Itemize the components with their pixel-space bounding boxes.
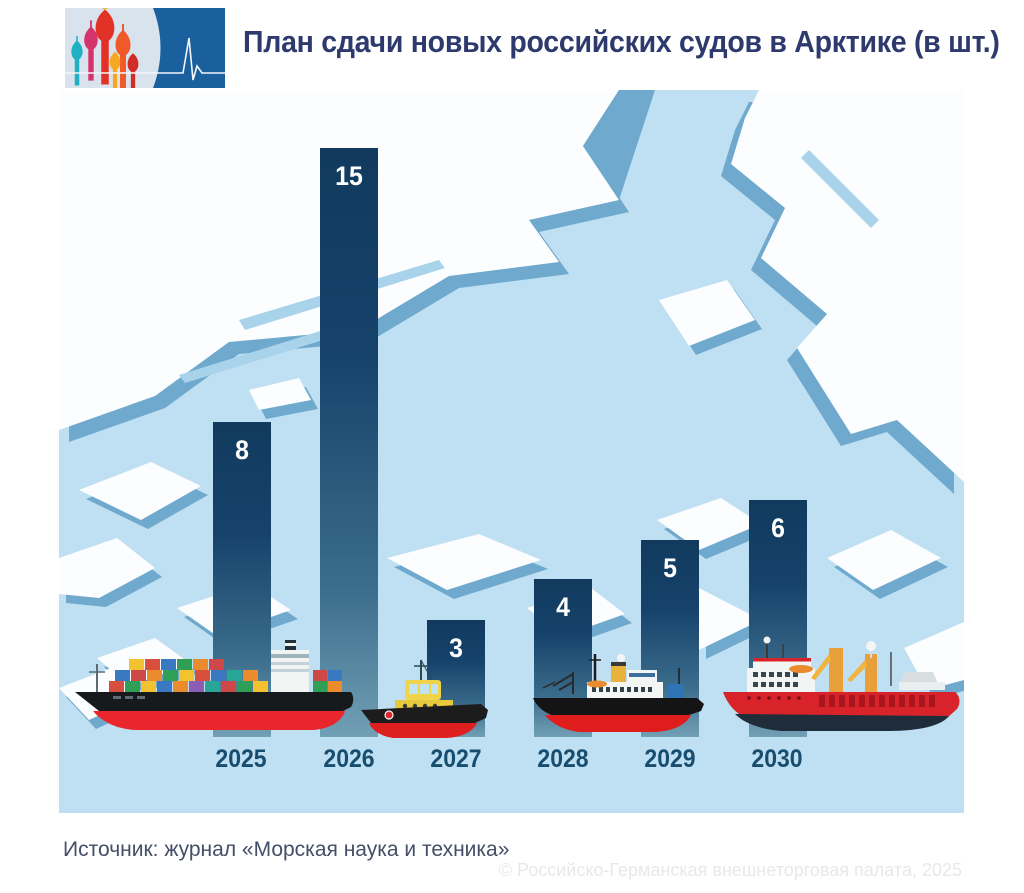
axis-label-2025: 2025 — [215, 745, 267, 773]
hull — [361, 704, 488, 723]
heartbeat-pulse-icon — [65, 37, 225, 81]
hull-bottom — [735, 714, 949, 731]
axis-label-2029: 2029 — [644, 745, 696, 773]
logo-graphic — [65, 2, 225, 97]
research-vessel-icon — [533, 654, 704, 732]
axis-label-2026: 2026 — [323, 745, 375, 773]
funnel — [611, 662, 626, 682]
copyright-watermark: © Российско-Германская внешнеторговая па… — [498, 860, 962, 880]
hull — [75, 692, 354, 711]
logo-right-panel — [153, 8, 225, 88]
lifebuoy — [384, 710, 394, 720]
container-stacks — [109, 659, 342, 692]
cranes — [811, 641, 892, 692]
superstructure — [587, 682, 663, 698]
bar-value: 8 — [235, 435, 249, 465]
deck-tank — [667, 684, 684, 698]
lifeboat — [587, 680, 607, 688]
bar-value: 6 — [771, 513, 785, 543]
bar-2026: 15 — [320, 148, 378, 737]
page-title: План сдачи новых российских судов в Аркт… — [243, 24, 1000, 59]
axis-label-2028: 2028 — [537, 745, 589, 773]
bar-value: 3 — [449, 633, 463, 663]
bar-value: 15 — [335, 161, 363, 191]
chart-area: 8 15 3 4 5 6 2025 2026 2027 2028 2029 20… — [59, 90, 964, 813]
source-note: Источник: журнал «Морская наука и техник… — [63, 838, 510, 861]
chamber-logo — [65, 2, 225, 97]
crane — [542, 672, 574, 694]
lifeboat — [789, 665, 813, 673]
container-ship-icon — [75, 640, 354, 730]
ice-channel-shadow — [583, 90, 655, 200]
hull-bottom — [545, 715, 691, 732]
axis-label-2030: 2030 — [751, 745, 803, 773]
bar-value: 4 — [556, 592, 570, 622]
bar-value: 5 — [663, 553, 677, 583]
ice-sheet-top-right — [721, 90, 964, 494]
hull-bottom — [369, 723, 477, 738]
icebreaker-icon — [723, 636, 960, 731]
axis-label-2027: 2027 — [430, 745, 482, 773]
tugboat-icon — [361, 659, 488, 738]
hull — [533, 698, 704, 715]
hatch-covers — [819, 695, 935, 707]
hull-bottom — [93, 711, 345, 730]
